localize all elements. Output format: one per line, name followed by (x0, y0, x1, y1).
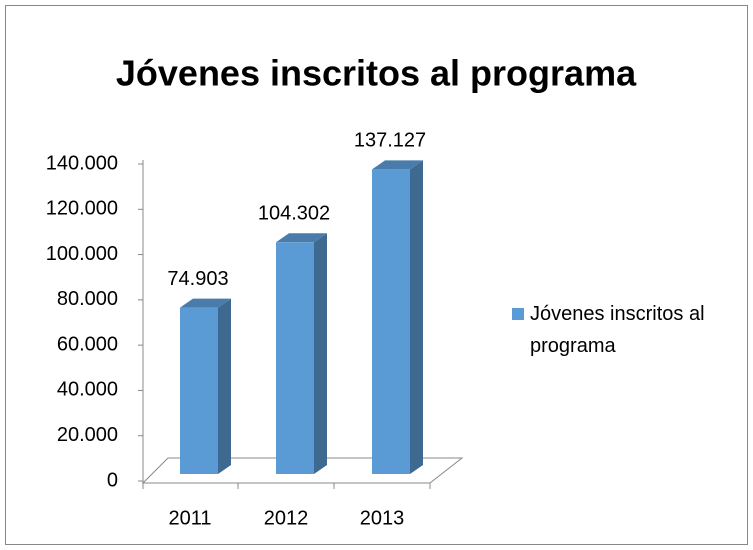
y-tick-label: 100.000 (46, 243, 118, 265)
y-tick-label: 60.000 (57, 333, 118, 355)
y-tick-label: 80.000 (57, 288, 118, 310)
bar (180, 307, 218, 474)
y-tick-label: 140.000 (46, 152, 118, 174)
x-tick-label: 2012 (264, 507, 309, 529)
bar-side (410, 160, 423, 474)
data-label: 104.302 (258, 203, 330, 225)
x-tick-label: 2011 (168, 507, 211, 529)
x-tick-label: 2013 (360, 507, 405, 529)
y-tick-label: 0 (107, 469, 118, 491)
y-tick-label: 40.000 (57, 379, 118, 401)
bar-side (218, 298, 231, 474)
legend-swatch (512, 308, 524, 320)
bar-top (180, 298, 231, 308)
chart-title: Jóvenes inscritos al programa (116, 53, 637, 94)
data-label: 74.903 (167, 268, 228, 290)
y-tick-label: 20.000 (57, 424, 118, 446)
bar-top (276, 233, 327, 243)
bar-side (314, 233, 327, 474)
bar-top (372, 160, 423, 170)
y-tick-label: 120.000 (46, 198, 118, 220)
bar (276, 242, 314, 474)
bar (372, 169, 410, 474)
legend-label: Jóvenes inscritos al programa (530, 303, 705, 357)
data-label: 137.127 (354, 130, 426, 152)
